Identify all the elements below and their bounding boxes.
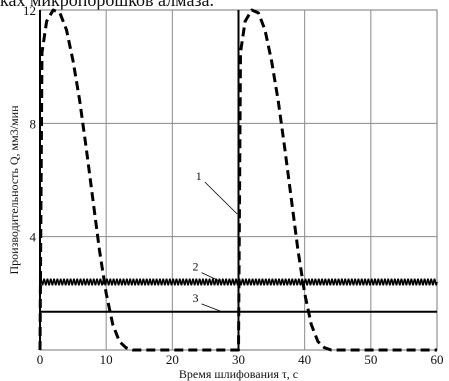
x-tick-label: 50 [364,352,377,367]
y-tick-label: 8 [30,116,37,131]
labels: 1 2 3 [192,169,238,313]
x-tick-label: 20 [166,352,179,367]
y-tick-label: 12 [23,3,36,18]
x-tick-label: 10 [100,352,113,367]
x-tick-label: 60 [431,352,444,367]
leader-line [201,272,219,281]
x-tick-label: 0 [37,352,44,367]
curve-label: 1 [196,169,202,183]
header-text: ках микропорошков алмаза. [0,0,215,10]
y-tick-label: 4 [30,230,37,245]
series-layer [38,8,438,352]
series-line-1 [38,8,437,352]
x-tick-label: 30 [232,352,245,367]
series-line-2 [39,278,438,286]
leader-line [201,303,223,313]
curve-label: 2 [192,260,198,274]
y-axis-label: Производительность Q, мм3/мин [7,105,21,275]
x-axis-label: Время шлифования τ, с [179,367,298,381]
curve-label: 3 [192,291,198,305]
leader-line [204,181,238,215]
x-tick-label: 40 [298,352,311,367]
